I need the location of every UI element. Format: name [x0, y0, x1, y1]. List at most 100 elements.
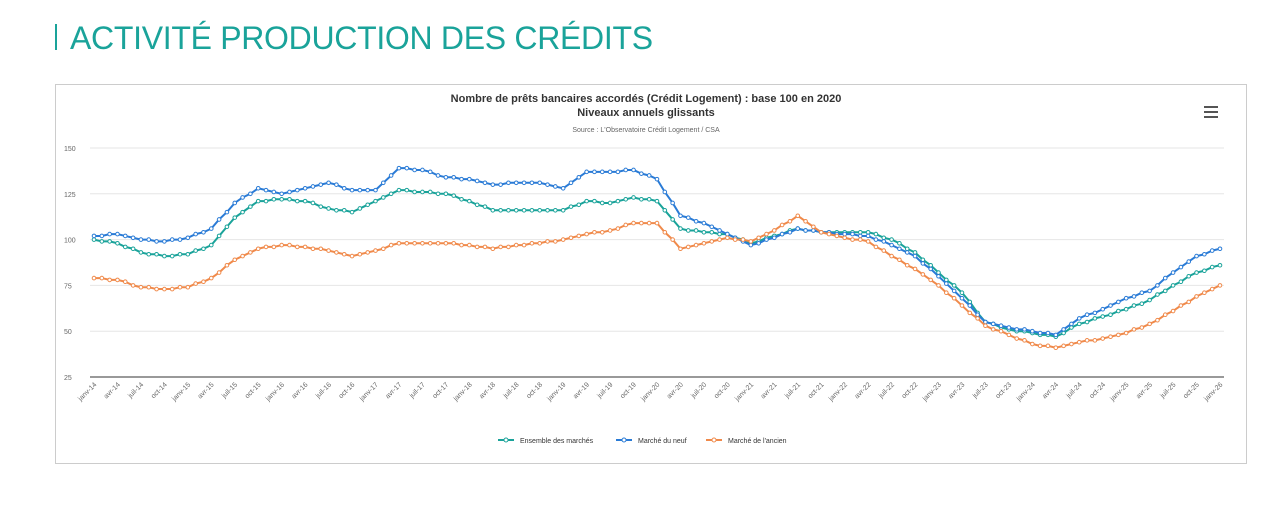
- data-point: [592, 198, 597, 204]
- data-point: [91, 275, 97, 281]
- data-point: [115, 231, 120, 237]
- data-point: [193, 281, 198, 286]
- menu-button[interactable]: [1204, 106, 1218, 118]
- data-point: [904, 246, 910, 252]
- y-tick-label: 75: [64, 283, 72, 290]
- data-point: [287, 189, 292, 195]
- data-point: [545, 182, 550, 187]
- data-point: [1116, 308, 1121, 314]
- data-point: [615, 226, 621, 231]
- data-point: [1186, 273, 1192, 279]
- data-point: [928, 262, 933, 268]
- data-point: [1217, 283, 1223, 288]
- data-point: [599, 200, 605, 206]
- legend-label: Marché de l'ancien: [728, 438, 787, 445]
- x-tick-label: avr-25: [1135, 381, 1154, 400]
- y-tick-label: 50: [64, 329, 72, 336]
- data-point: [1014, 327, 1019, 332]
- data-point: [177, 251, 183, 257]
- data-point: [599, 169, 605, 175]
- series: [91, 165, 1223, 338]
- data-point: [341, 251, 347, 257]
- data-point: [1108, 303, 1113, 308]
- x-tick-label: janv-25: [1109, 381, 1131, 403]
- data-point: [1116, 332, 1121, 338]
- data-point: [263, 244, 269, 250]
- data-point: [420, 240, 425, 246]
- data-point: [1147, 288, 1152, 294]
- data-point: [279, 196, 284, 202]
- data-point: [842, 231, 847, 237]
- title-accent: [55, 24, 57, 50]
- data-point: [451, 175, 456, 180]
- data-point: [279, 191, 284, 197]
- data-point: [240, 195, 245, 200]
- data-point: [404, 165, 410, 171]
- series: [91, 187, 1223, 339]
- data-point: [959, 290, 965, 296]
- data-point: [138, 237, 144, 242]
- data-point: [545, 239, 550, 244]
- data-point: [130, 283, 136, 288]
- data-point: [1076, 316, 1082, 321]
- legend-item[interactable]: Marché de l'ancien: [706, 437, 787, 445]
- y-tick-label: 150: [64, 146, 76, 153]
- data-point: [1123, 306, 1129, 312]
- data-point: [725, 231, 730, 237]
- data-point: [1014, 336, 1019, 341]
- data-point: [1076, 321, 1082, 327]
- x-tick-label: avr-21: [760, 381, 779, 400]
- data-point: [146, 251, 152, 257]
- data-point: [607, 200, 613, 206]
- data-point: [373, 248, 378, 253]
- data-point: [1170, 283, 1176, 288]
- data-point: [1202, 290, 1207, 296]
- x-tick-label: oct-24: [1088, 381, 1107, 400]
- data-point: [263, 187, 269, 193]
- data-point: [341, 186, 347, 191]
- data-point: [1084, 319, 1090, 325]
- data-point: [443, 175, 449, 180]
- x-tick-label: janv-21: [733, 381, 755, 403]
- data-point: [459, 242, 464, 248]
- data-point: [529, 180, 535, 186]
- data-point: [318, 182, 324, 187]
- data-point: [334, 182, 339, 187]
- data-point: [904, 250, 910, 255]
- data-point: [490, 182, 496, 187]
- data-point: [1162, 312, 1168, 318]
- data-point: [138, 284, 144, 290]
- data-point: [201, 229, 206, 235]
- data-point: [310, 246, 316, 252]
- data-point: [216, 233, 222, 239]
- data-point: [295, 244, 300, 250]
- data-point: [357, 206, 363, 211]
- legend-item[interactable]: Ensemble des marchés: [498, 437, 594, 445]
- data-point: [185, 235, 191, 241]
- data-point: [248, 250, 253, 255]
- data-point: [115, 240, 120, 246]
- data-point: [1202, 251, 1207, 257]
- data-point: [107, 277, 112, 283]
- data-point: [427, 240, 433, 246]
- data-point: [365, 250, 370, 255]
- data-point: [396, 187, 402, 193]
- data-point: [224, 224, 230, 230]
- legend-item[interactable]: Marché du neuf: [616, 437, 687, 445]
- data-point: [122, 233, 128, 239]
- data-point: [967, 303, 973, 308]
- data-point: [584, 231, 589, 237]
- data-point: [904, 262, 910, 268]
- data-point: [717, 237, 722, 242]
- data-point: [858, 233, 863, 239]
- data-point: [873, 231, 879, 237]
- x-tick-label: oct-18: [525, 381, 544, 400]
- data-point: [349, 187, 355, 193]
- data-point: [420, 167, 425, 173]
- data-point: [459, 176, 464, 182]
- x-tick-label: janv-15: [170, 381, 192, 403]
- x-tick-label: janv-18: [452, 381, 474, 403]
- data-point: [764, 237, 769, 242]
- data-point: [122, 244, 128, 250]
- data-point: [779, 231, 785, 237]
